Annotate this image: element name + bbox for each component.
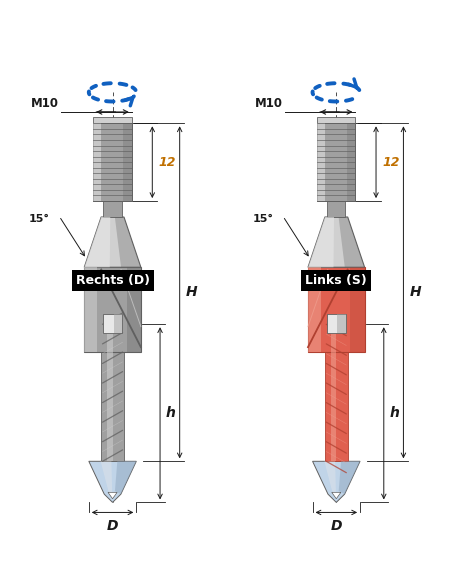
Text: H: H bbox=[409, 286, 421, 299]
Bar bbox=[93, 118, 132, 123]
Bar bbox=[84, 267, 97, 352]
Polygon shape bbox=[308, 217, 334, 267]
Text: D: D bbox=[107, 519, 118, 533]
Text: D: D bbox=[331, 519, 342, 533]
Polygon shape bbox=[115, 461, 136, 494]
Polygon shape bbox=[108, 492, 117, 498]
Bar bbox=[93, 123, 132, 201]
Bar bbox=[331, 324, 336, 461]
Polygon shape bbox=[332, 492, 341, 498]
Bar bbox=[123, 123, 132, 201]
Text: 12: 12 bbox=[158, 156, 176, 168]
Bar bbox=[325, 324, 348, 461]
Polygon shape bbox=[338, 217, 365, 267]
Text: 15°: 15° bbox=[29, 214, 50, 224]
Bar bbox=[127, 267, 141, 352]
Bar bbox=[93, 123, 101, 201]
Polygon shape bbox=[324, 461, 336, 494]
Bar bbox=[107, 324, 113, 461]
Bar bbox=[317, 123, 325, 201]
Polygon shape bbox=[312, 461, 360, 502]
Text: M10: M10 bbox=[31, 96, 59, 110]
Bar bbox=[104, 201, 122, 217]
Polygon shape bbox=[101, 461, 112, 494]
Bar bbox=[317, 123, 355, 201]
Polygon shape bbox=[338, 461, 360, 494]
Polygon shape bbox=[84, 217, 110, 267]
Text: M10: M10 bbox=[255, 96, 283, 110]
Bar bbox=[308, 267, 321, 352]
Polygon shape bbox=[89, 461, 136, 502]
Bar bbox=[327, 314, 346, 333]
Bar bbox=[317, 118, 355, 123]
Bar bbox=[308, 267, 365, 352]
Polygon shape bbox=[308, 217, 365, 267]
Text: h: h bbox=[166, 407, 176, 420]
Bar bbox=[350, 267, 365, 352]
Bar bbox=[103, 314, 122, 333]
Bar bbox=[84, 267, 141, 352]
Bar bbox=[337, 314, 346, 333]
Bar bbox=[347, 123, 355, 201]
Polygon shape bbox=[84, 217, 141, 267]
Text: h: h bbox=[390, 407, 399, 420]
Bar bbox=[327, 201, 345, 217]
Text: Links (S): Links (S) bbox=[305, 274, 367, 287]
Polygon shape bbox=[115, 217, 141, 267]
Bar bbox=[101, 324, 124, 461]
Text: 12: 12 bbox=[382, 156, 400, 168]
Text: 15°: 15° bbox=[253, 214, 274, 224]
Bar bbox=[114, 314, 122, 333]
Text: Rechts (D): Rechts (D) bbox=[76, 274, 150, 287]
Text: H: H bbox=[185, 286, 197, 299]
